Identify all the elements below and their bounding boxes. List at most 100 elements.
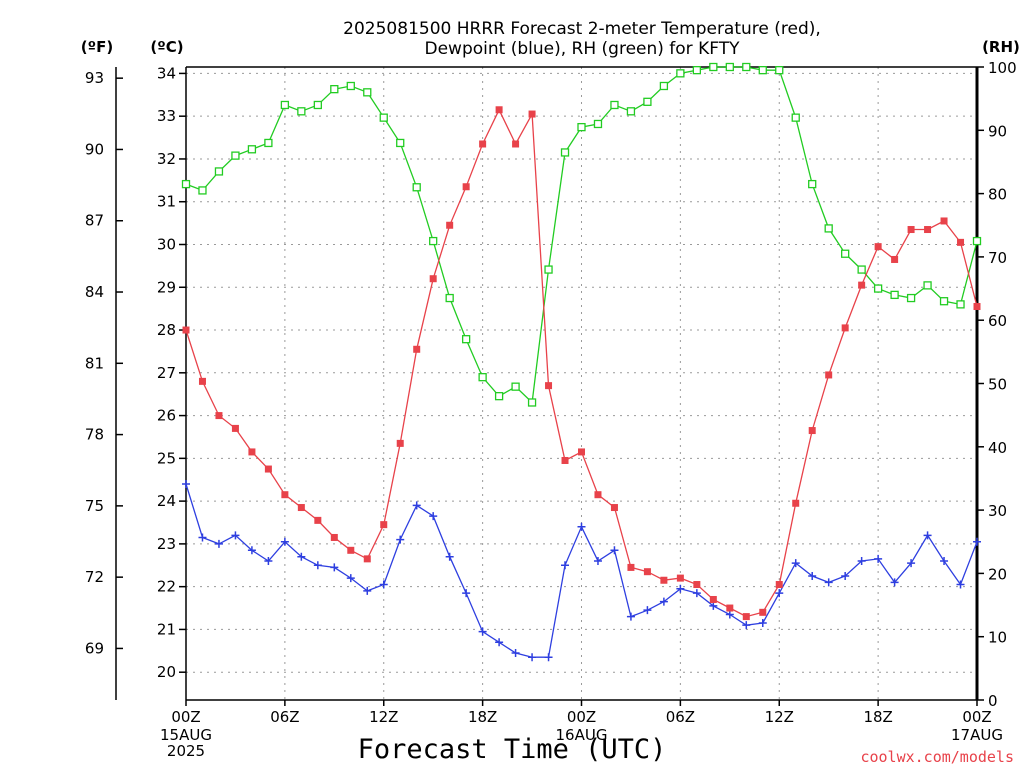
data-point (380, 521, 388, 529)
data-point (725, 610, 734, 619)
data-point (676, 584, 685, 593)
data-point (231, 424, 239, 432)
data-point (462, 589, 471, 598)
data-point (445, 552, 454, 561)
data-point (594, 491, 602, 499)
data-point (231, 151, 240, 160)
data-point (940, 556, 949, 565)
data-point (825, 371, 833, 379)
data-point (841, 324, 849, 332)
celsius-tick-label: 23 (157, 535, 176, 553)
data-point (709, 601, 718, 610)
data-point (330, 533, 338, 541)
data-point (578, 448, 585, 456)
rh-tick-label: 70 (988, 249, 1007, 267)
source-credit: coolwx.com/models (860, 748, 1014, 766)
rh-tick-label: 0 (988, 692, 998, 710)
data-point (857, 265, 866, 274)
celsius-tick-label: 20 (157, 663, 176, 681)
data-point (660, 576, 668, 584)
data-point (445, 293, 454, 303)
data-point (659, 81, 669, 91)
time-tick-label: 00Z (171, 708, 200, 726)
chart-title-line-2: Dewpoint (blue), RH (green) for KFTY (425, 39, 741, 59)
data-point (709, 62, 718, 72)
data-point (857, 556, 866, 565)
data-point (692, 589, 701, 598)
data-point (940, 217, 948, 225)
series-line (185, 108, 978, 618)
celsius-tick-label: 27 (157, 364, 176, 382)
data-point (280, 537, 289, 546)
data-point (924, 226, 932, 234)
data-point (379, 113, 388, 122)
data-point (561, 561, 570, 570)
data-point (791, 559, 800, 568)
data-point (527, 398, 537, 407)
date-label: 16AUG (556, 726, 608, 744)
series-2-meter-temperature (182, 106, 981, 621)
time-axis-ticks: 00Z 06Z 12Z 18Z 00Z 06Z 12Z 18Z 00Z15AUG202516AU… (160, 700, 1003, 760)
data-point (610, 546, 619, 555)
data-point (346, 81, 355, 91)
fahrenheit-tick-label: 81 (85, 354, 104, 372)
data-point (841, 249, 850, 258)
data-point (544, 653, 553, 662)
data-point (643, 568, 651, 576)
data-point (561, 456, 569, 464)
data-point (330, 85, 339, 94)
data-point (923, 281, 932, 290)
data-point (479, 140, 487, 148)
data-point (429, 236, 438, 246)
data-point (264, 465, 272, 473)
data-point (346, 574, 355, 583)
data-point (461, 335, 471, 344)
data-point (214, 167, 224, 176)
data-point (841, 571, 850, 580)
data-point (808, 427, 816, 435)
celsius-tick-label: 29 (157, 278, 176, 296)
date-label: 15AUG (160, 726, 212, 744)
data-point (446, 221, 454, 229)
data-point (659, 597, 668, 606)
data-point (429, 275, 437, 283)
fahrenheit-tick-label: 72 (85, 568, 104, 586)
data-point (247, 145, 257, 154)
time-tick-label: 00Z (567, 708, 596, 726)
data-point (956, 580, 965, 589)
data-point (824, 578, 833, 587)
plot-area (181, 62, 982, 662)
data-point (511, 648, 520, 657)
data-point (330, 563, 339, 572)
data-point (396, 535, 405, 544)
data-point (297, 107, 306, 116)
data-point (363, 555, 371, 563)
data-point (676, 574, 684, 582)
time-tick-label: 18Z (863, 708, 892, 726)
data-point (281, 491, 289, 499)
rh-tick-label: 90 (988, 122, 1007, 140)
rh-axis-ticks: 0 10 20 30 40 50 60 70 80 90 100 (977, 59, 1017, 710)
data-point (742, 613, 750, 621)
data-point (758, 619, 767, 628)
data-point (890, 578, 899, 587)
data-point (792, 499, 800, 507)
data-point (577, 522, 586, 531)
data-point (247, 546, 256, 555)
data-point (626, 107, 636, 116)
data-point (890, 290, 899, 300)
data-point (874, 554, 883, 563)
data-point (858, 281, 866, 289)
rh-tick-label: 80 (988, 186, 1007, 204)
fahrenheit-tick-label: 78 (85, 426, 104, 444)
data-point (495, 106, 503, 114)
time-tick-label: 18Z (468, 708, 497, 726)
data-point (297, 552, 306, 561)
celsius-tick-label: 33 (157, 107, 176, 125)
data-point (511, 382, 520, 391)
data-point (808, 571, 817, 580)
data-point (478, 627, 487, 636)
date-label: 2025 (167, 742, 205, 760)
fahrenheit-tick-label: 93 (85, 69, 104, 87)
rh-tick-label: 30 (988, 502, 1007, 520)
